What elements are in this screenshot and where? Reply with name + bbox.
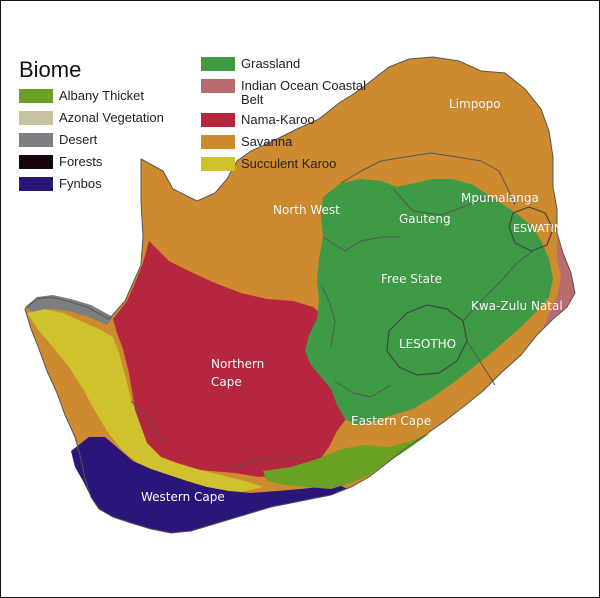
country-border (24, 56, 576, 534)
legend-item-indian-ocean-coastal-belt: Indian Ocean Coastal Belt (201, 79, 371, 113)
legend-column-2: Grassland Indian Ocean Coastal Belt Nama… (201, 57, 371, 179)
succulent-karoo-region (27, 309, 263, 497)
legend-swatch (201, 57, 235, 71)
legend-label: Fynbos (59, 176, 102, 191)
legend-swatch (19, 111, 53, 125)
province-label-gauteng: Gauteng (399, 212, 451, 226)
legend-item-savanna: Savanna (201, 135, 371, 157)
legend-item-forests: Forests (19, 155, 164, 177)
legend-item-albany-thicket: Albany Thicket (19, 89, 164, 111)
legend-label: Azonal Vegetation (59, 110, 164, 125)
legend-swatch (201, 135, 235, 149)
legend-column-1: Albany Thicket Azonal Vegetation Desert … (19, 89, 164, 199)
legend-swatch (201, 113, 235, 127)
eswatini-border (508, 206, 554, 252)
legend-item-succulent-karoo: Succulent Karoo (201, 157, 371, 179)
province-label-free-state: Free State (381, 272, 443, 286)
legend-label: Albany Thicket (59, 88, 145, 103)
province-label-northern-cape-line2: Cape (211, 375, 242, 389)
province-label-kwazulu-natal: Kwa-Zulu Natal (471, 299, 563, 313)
legend-label: Succulent Karoo (241, 156, 337, 171)
legend-label: Nama-Karoo (241, 112, 315, 127)
legend-title: Biome (19, 57, 82, 82)
legend-label: Indian Ocean Coastal Belt (241, 78, 367, 107)
legend-item-grassland: Grassland (201, 57, 371, 79)
country-label-eswatini: ESWATINI (513, 222, 566, 235)
province-label-limpopo: Limpopo (449, 97, 501, 111)
legend-label: Forests (59, 154, 103, 169)
legend-swatch (19, 133, 53, 147)
legend-label: Savanna (241, 134, 293, 149)
lesotho-border (386, 304, 468, 376)
province-label-eastern-cape: Eastern Cape (351, 414, 432, 428)
legend-swatch (201, 157, 235, 171)
province-label-mpumalanga: Mpumalanga (461, 191, 539, 205)
legend-item-azonal-vegetation: Azonal Vegetation (19, 111, 164, 133)
province-label-western-cape: Western Cape (141, 490, 225, 504)
albany-thicket-region (263, 433, 431, 489)
grassland-region (305, 179, 553, 425)
country-label-lesotho: LESOTHO (399, 337, 457, 351)
legend-swatch (201, 79, 235, 93)
legend-item-desert: Desert (19, 133, 164, 155)
nama-karoo-region (113, 241, 361, 477)
legend-swatch (19, 177, 53, 191)
legend-swatch (19, 89, 53, 103)
province-label-northern-cape-line1: Northern (211, 357, 265, 371)
legend-item-fynbos: Fynbos (19, 177, 164, 199)
province-borders (130, 152, 534, 472)
legend-swatch (19, 155, 53, 169)
legend-label: Desert (59, 132, 98, 147)
legend-item-nama-karoo: Nama-Karoo (201, 113, 371, 135)
desert-region (25, 295, 113, 325)
province-label-north-west: North West (273, 203, 340, 217)
legend-label: Grassland (241, 56, 301, 71)
fynbos-region (71, 437, 347, 533)
